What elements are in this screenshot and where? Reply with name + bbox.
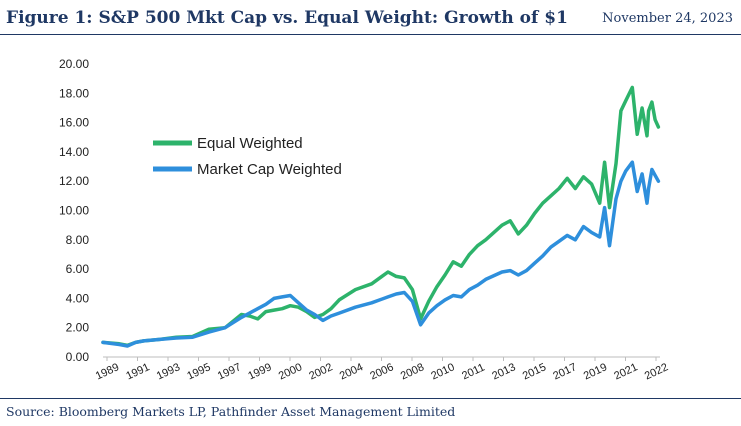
x-tick-label: 2010	[429, 361, 456, 382]
x-tick-label: 2008	[399, 361, 426, 382]
x-tick-label: 2000	[277, 361, 304, 382]
report-date: November 24, 2023	[602, 11, 733, 26]
header-divider	[0, 34, 741, 35]
series-line-equal-weighted	[101, 85, 661, 348]
y-tick-label: 0.00	[66, 350, 90, 364]
x-tick-label: 2011	[460, 361, 487, 382]
y-axis: 0.00 2.00 4.00 6.00 8.00 10.00 12.00 14.00 16.00…	[59, 57, 89, 364]
x-tick-label: 1999	[246, 361, 273, 382]
x-tick-label: 2017	[551, 361, 578, 382]
y-tick-label: 8.00	[66, 233, 90, 247]
x-tick-label: 2004	[338, 361, 365, 382]
x-tick-label: 1995	[185, 361, 212, 382]
legend-label: Market Cap Weighted	[197, 161, 342, 178]
legend-label: Equal Weighted	[197, 135, 303, 152]
y-tick-label: 20.00	[59, 57, 89, 71]
x-tick-label: 2019	[582, 361, 609, 382]
series-layer	[101, 85, 661, 348]
y-tick-label: 2.00	[66, 321, 90, 335]
x-tick-label: 2022	[643, 361, 670, 382]
y-tick-label: 4.00	[66, 291, 90, 305]
y-tick-label: 14.00	[59, 145, 89, 159]
series-line-market-cap-weighted	[101, 160, 661, 348]
x-tick-label: 2002	[307, 361, 334, 382]
y-tick-label: 18.00	[59, 86, 89, 100]
x-tick-label: 1997	[216, 361, 243, 382]
x-tick-label: 2021	[612, 361, 639, 382]
footer-divider	[0, 398, 741, 399]
figure-title: Figure 1: S&P 500 Mkt Cap vs. Equal Weig…	[6, 8, 568, 28]
x-tick-label: 2015	[521, 361, 548, 382]
x-tick-label: 1993	[155, 361, 182, 382]
y-tick-label: 10.00	[59, 204, 89, 218]
line-chart: 0.00 2.00 4.00 6.00 8.00 10.00 12.00 14.00 16.00…	[59, 57, 670, 383]
source-note: Source: Bloomberg Markets LP, Pathfinder…	[6, 404, 456, 419]
x-tick-label: 1991	[124, 361, 151, 382]
y-tick-label: 16.00	[59, 116, 89, 130]
x-tick-label: 1989	[94, 361, 121, 382]
y-tick-label: 12.00	[59, 174, 89, 188]
legend: Equal Weighted Market Cap Weighted	[153, 135, 342, 178]
x-tick-label: 2013	[490, 361, 517, 382]
x-axis: 1989 1991 1993 1995 1997 1999 2000 2002 2004 2006…	[94, 356, 670, 383]
x-tick-label: 2006	[368, 361, 395, 382]
y-tick-label: 6.00	[66, 262, 90, 276]
